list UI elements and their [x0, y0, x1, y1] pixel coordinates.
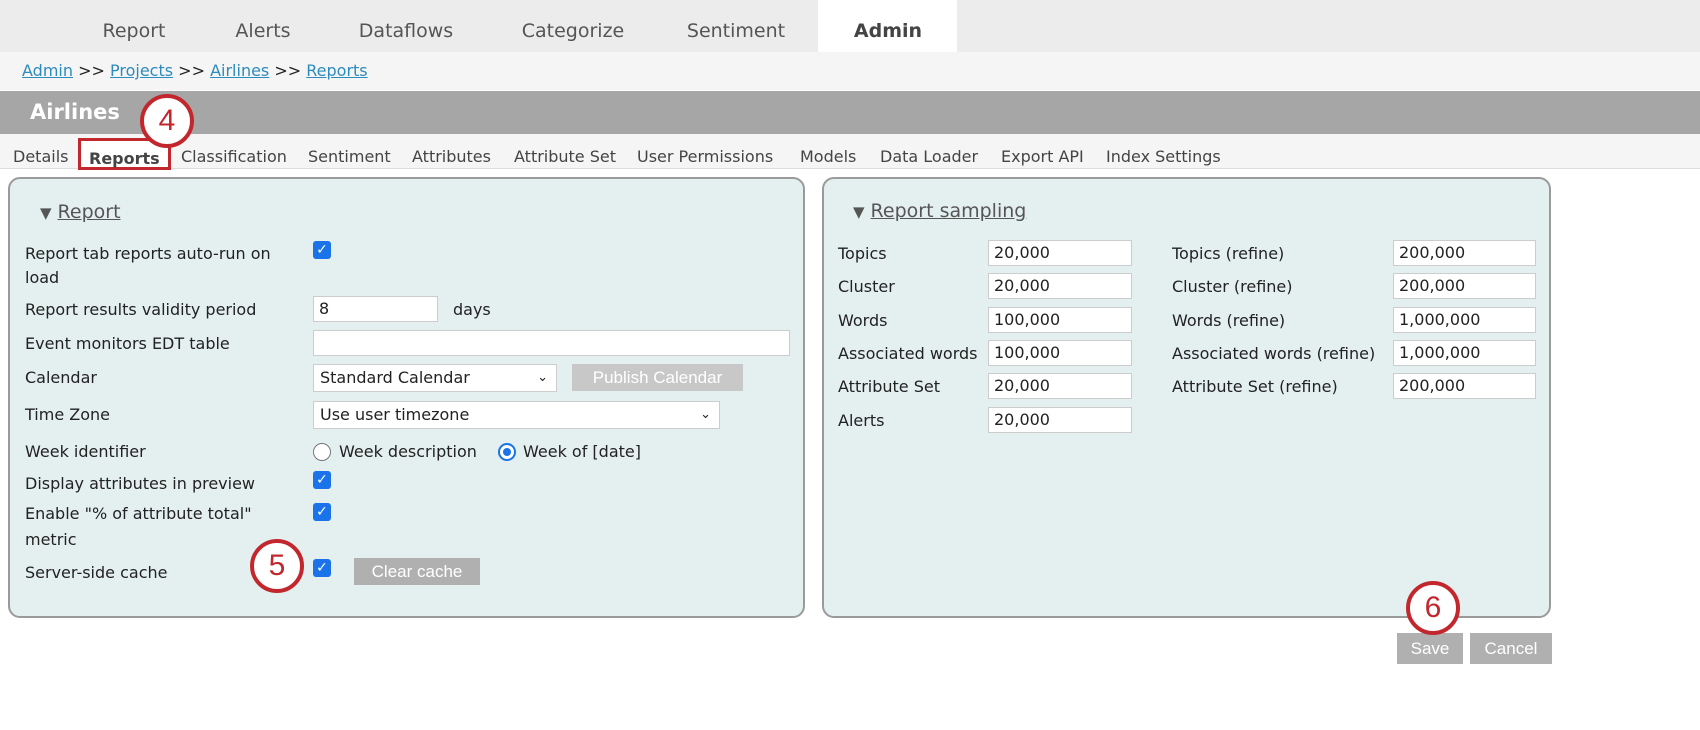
- subtab-attribute-set[interactable]: Attribute Set: [514, 147, 617, 166]
- active-tab-bg: [818, 0, 957, 52]
- week-description-radio[interactable]: [313, 443, 331, 461]
- subtab-attributes[interactable]: Attributes: [412, 147, 491, 166]
- subtab-data-loader[interactable]: Data Loader: [880, 147, 979, 166]
- breadcrumb: Admin >> Projects >> Airlines >> Reports: [0, 52, 1700, 90]
- week-label: Week identifier: [25, 442, 146, 461]
- sampling-refine-label: Words (refine): [1172, 311, 1286, 330]
- sampling-refine-input[interactable]: 1,000,000: [1393, 340, 1536, 366]
- display-attr-checkbox[interactable]: ✓: [313, 471, 331, 489]
- tab-categorize[interactable]: Categorize: [521, 20, 625, 42]
- timezone-label: Time Zone: [25, 405, 110, 424]
- chevron-down-icon: ⌄: [700, 407, 711, 422]
- top-nav: Report Alerts Dataflows Categorize Senti…: [0, 0, 1700, 52]
- display-attr-label: Display attributes in preview: [25, 474, 256, 493]
- triangle-down-icon: ▼: [853, 203, 865, 221]
- subtab-index-settings[interactable]: Index Settings: [1106, 147, 1221, 166]
- cache-label: Server-side cache: [25, 563, 168, 582]
- tab-dataflows[interactable]: Dataflows: [358, 20, 454, 42]
- report-panel: [8, 177, 805, 618]
- sampling-refine-input[interactable]: 200,000: [1393, 240, 1536, 266]
- timezone-value: Use user timezone: [320, 405, 470, 424]
- sampling-input[interactable]: 100,000: [988, 340, 1132, 366]
- sampling-refine-input[interactable]: 1,000,000: [1393, 307, 1536, 333]
- subtab-user-permissions[interactable]: User Permissions: [637, 147, 774, 166]
- sampling-label: Cluster: [838, 277, 895, 296]
- pct-label-cont: metric: [25, 530, 77, 549]
- breadcrumb-reports[interactable]: Reports: [306, 61, 368, 80]
- project-title: Airlines: [0, 91, 1700, 134]
- breadcrumb-sep: >>: [178, 61, 205, 80]
- sampling-refine-input[interactable]: 200,000: [1393, 373, 1536, 399]
- subtab-sentiment[interactable]: Sentiment: [308, 147, 391, 166]
- triangle-down-icon: ▼: [40, 204, 52, 222]
- report-section-title: Report: [57, 201, 121, 223]
- autorun-label: Report tab reports auto-run on: [25, 244, 271, 263]
- sampling-input[interactable]: 20,000: [988, 273, 1132, 299]
- sampling-input[interactable]: 20,000: [988, 373, 1132, 399]
- tab-report[interactable]: Report: [102, 20, 166, 42]
- autorun-checkbox[interactable]: ✓: [313, 241, 331, 259]
- sampling-input[interactable]: 100,000: [988, 307, 1132, 333]
- sampling-label: Topics: [838, 244, 887, 263]
- annotation-marker-4: 4: [140, 94, 194, 148]
- pct-label: Enable "% of attribute total": [25, 504, 252, 523]
- sampling-label: Associated words: [838, 344, 978, 363]
- subtab-details[interactable]: Details: [13, 147, 69, 166]
- autorun-label-cont: load: [25, 268, 60, 287]
- sampling-refine-label: Attribute Set (refine): [1172, 377, 1338, 396]
- sampling-refine-label: Topics (refine): [1172, 244, 1285, 263]
- calendar-label: Calendar: [25, 368, 97, 387]
- subtab-classification[interactable]: Classification: [181, 147, 287, 166]
- sampling-label: Attribute Set: [838, 377, 941, 396]
- sampling-label: Alerts: [838, 411, 885, 430]
- breadcrumb-sep: >>: [274, 61, 302, 80]
- publish-calendar-button[interactable]: Publish Calendar: [572, 364, 743, 391]
- validity-label: Report results validity period: [25, 300, 257, 319]
- validity-input[interactable]: 8: [313, 296, 438, 322]
- timezone-select[interactable]: Use user timezone ⌄: [313, 401, 720, 429]
- breadcrumb-airlines[interactable]: Airlines: [210, 61, 270, 80]
- sampling-section-toggle[interactable]: ▼ Report sampling: [853, 200, 1026, 222]
- breadcrumb-sep: >>: [78, 61, 105, 80]
- tab-admin[interactable]: Admin: [853, 20, 923, 42]
- calendar-select[interactable]: Standard Calendar ⌄: [313, 364, 557, 392]
- pct-checkbox[interactable]: ✓: [313, 503, 331, 521]
- sampling-input[interactable]: 20,000: [988, 240, 1132, 266]
- subtab-export-api[interactable]: Export API: [1001, 147, 1084, 166]
- subtab-models[interactable]: Models: [800, 147, 857, 166]
- annotation-marker-6: 6: [1406, 581, 1460, 635]
- cancel-button[interactable]: Cancel: [1470, 633, 1552, 664]
- chevron-down-icon: ⌄: [537, 370, 548, 385]
- report-section-toggle[interactable]: ▼ Report: [40, 201, 121, 223]
- breadcrumb-projects[interactable]: Projects: [110, 61, 174, 80]
- week-of-date-label: Week of [date]: [523, 442, 641, 461]
- sampling-refine-input[interactable]: 200,000: [1393, 273, 1536, 299]
- cache-checkbox[interactable]: ✓: [313, 559, 331, 577]
- validity-unit: days: [453, 300, 491, 319]
- breadcrumb-admin[interactable]: Admin: [22, 61, 73, 80]
- week-of-date-radio[interactable]: [498, 443, 516, 461]
- tab-alerts[interactable]: Alerts: [235, 20, 291, 42]
- week-description-label: Week description: [339, 442, 477, 461]
- sampling-input[interactable]: 20,000: [988, 407, 1132, 433]
- save-button[interactable]: Save: [1397, 633, 1463, 664]
- sub-tabs: Details Reports Classification Sentiment…: [0, 134, 1700, 170]
- tab-sentiment[interactable]: Sentiment: [686, 20, 786, 42]
- sampling-refine-label: Cluster (refine): [1172, 277, 1293, 296]
- edt-input[interactable]: [313, 330, 790, 356]
- sampling-section-title: Report sampling: [870, 200, 1027, 222]
- annotation-marker-5: 5: [250, 539, 304, 593]
- calendar-value: Standard Calendar: [320, 368, 470, 387]
- sampling-refine-label: Associated words (refine): [1172, 344, 1376, 363]
- edt-label: Event monitors EDT table: [25, 334, 230, 353]
- clear-cache-button[interactable]: Clear cache: [354, 558, 480, 585]
- sampling-label: Words: [838, 311, 888, 330]
